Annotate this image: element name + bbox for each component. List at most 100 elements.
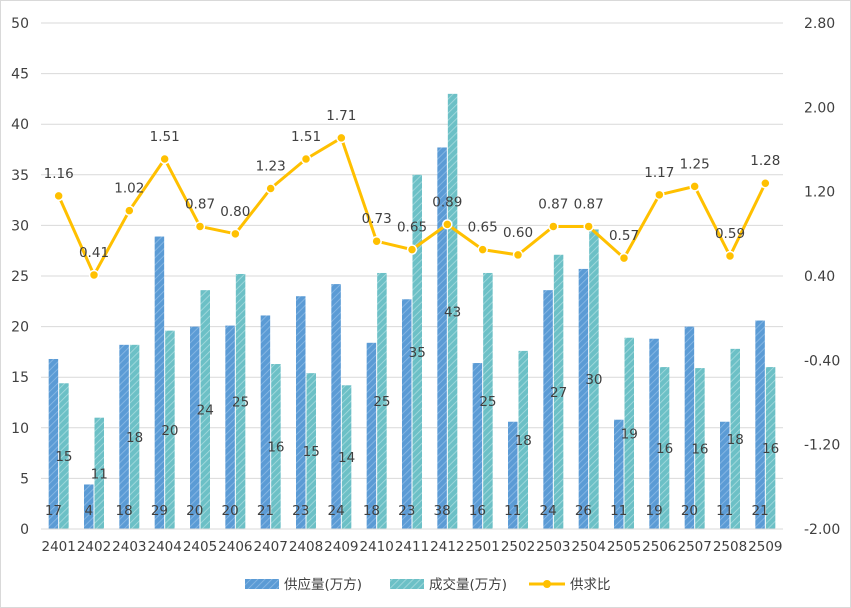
deal-bar-label: 24 bbox=[197, 403, 214, 419]
right-tick-label: -2.00 bbox=[804, 522, 840, 538]
ratio-label: 1.17 bbox=[644, 165, 674, 181]
deal-bar bbox=[447, 93, 458, 529]
bar-labels: 17 15 4 11 18 18 29 20 20 24 20 25 21 16 23 15 24 14 18 25 2… bbox=[45, 304, 779, 519]
x-tick-label: 2508 bbox=[713, 539, 747, 555]
deal-bar bbox=[553, 254, 564, 530]
supply-bar bbox=[48, 358, 59, 529]
deal-bar-label: 18 bbox=[515, 433, 532, 449]
deal-bar bbox=[589, 229, 599, 529]
x-tick-label: 2409 bbox=[324, 539, 358, 555]
left-tick-label: 5 bbox=[20, 471, 29, 487]
ratio-point bbox=[124, 205, 135, 216]
x-tick-label: 2401 bbox=[41, 539, 75, 555]
deal-bar bbox=[59, 383, 69, 529]
deal-bar bbox=[94, 417, 104, 529]
deal-bar bbox=[200, 290, 210, 529]
deal-bar bbox=[659, 367, 670, 529]
supply-bar bbox=[296, 296, 306, 529]
x-tick-label: 2503 bbox=[536, 539, 570, 555]
ratio-line: 1.16 0.41 1.02 1.51 0.87 0.80 1.23 1.51 1.71 0.73… bbox=[44, 108, 780, 281]
supply-bar bbox=[84, 484, 94, 529]
deal-bar-label: 20 bbox=[161, 423, 178, 439]
left-tick-label: 30 bbox=[11, 218, 29, 234]
x-tick-label: 2504 bbox=[571, 539, 605, 555]
supply-bar bbox=[437, 147, 447, 529]
ratio-label: 1.51 bbox=[150, 129, 180, 145]
ratio-point bbox=[159, 153, 170, 165]
deal-bar-label: 25 bbox=[232, 394, 249, 410]
deal-bar-label: 14 bbox=[338, 450, 355, 466]
ratio-point bbox=[406, 244, 418, 255]
supply-bar-label: 20 bbox=[681, 503, 698, 519]
right-tick-label: 0.40 bbox=[804, 269, 835, 285]
ratio-label: 0.89 bbox=[432, 194, 462, 210]
ratio-point bbox=[689, 181, 700, 192]
ratio-label: 1.51 bbox=[291, 129, 321, 145]
deal-bar-label: 30 bbox=[585, 372, 602, 388]
supply-bar bbox=[402, 299, 412, 529]
legend-swatch-supply bbox=[245, 579, 279, 589]
supply-bar bbox=[119, 344, 129, 529]
legend-swatch-deal bbox=[390, 579, 424, 589]
ratio-label: 0.87 bbox=[185, 196, 215, 212]
supply-bar-label: 29 bbox=[151, 503, 168, 519]
ratio-label: 1.28 bbox=[750, 153, 780, 169]
ratio-point bbox=[53, 190, 64, 202]
ratio-label: 1.71 bbox=[326, 108, 356, 124]
right-tick-label: -1.20 bbox=[804, 438, 840, 454]
x-tick-label: 2403 bbox=[112, 539, 146, 555]
ratio-point bbox=[618, 252, 630, 264]
supply-bar-label: 19 bbox=[645, 503, 662, 519]
deal-bar bbox=[306, 373, 316, 529]
x-tick-label: 2408 bbox=[289, 539, 323, 555]
left-tick-label: 50 bbox=[11, 16, 29, 32]
supply-bar bbox=[154, 236, 165, 530]
supply-bar-label: 38 bbox=[433, 503, 450, 519]
supply-bar-label: 18 bbox=[115, 503, 132, 519]
deal-bar bbox=[765, 367, 776, 529]
supply-bar bbox=[578, 268, 589, 529]
deal-bar bbox=[235, 273, 246, 529]
x-tick-label: 2506 bbox=[642, 539, 676, 555]
ratio-point bbox=[583, 221, 594, 232]
ratio-point bbox=[371, 235, 382, 247]
ratio-label: 0.65 bbox=[468, 220, 498, 236]
ratio-point bbox=[760, 177, 771, 189]
x-axis: 2401 2402 2403 2404 2405 2406 2407 2408 2409 2410… bbox=[41, 528, 783, 555]
x-tick-label: 2407 bbox=[253, 539, 287, 555]
ratio-label: 1.23 bbox=[256, 159, 286, 175]
ratio-label: 0.41 bbox=[79, 245, 109, 261]
bars bbox=[48, 93, 776, 530]
ratio-point bbox=[654, 189, 665, 201]
left-y-axis: 0 5 10 15 20 25 30 35 40 45 50 bbox=[11, 16, 29, 538]
supply-bar bbox=[543, 290, 553, 529]
x-tick-label: 2402 bbox=[77, 539, 111, 555]
x-tick-label: 2509 bbox=[748, 539, 782, 555]
ratio-point bbox=[336, 132, 347, 144]
supply-bar bbox=[190, 326, 200, 529]
ratio-point bbox=[194, 221, 206, 232]
ratio-point bbox=[548, 221, 559, 232]
deal-bar bbox=[129, 344, 140, 529]
ratio-point bbox=[512, 249, 524, 261]
ratio-point bbox=[477, 244, 488, 255]
supply-bar-label: 26 bbox=[575, 503, 592, 519]
left-tick-label: 40 bbox=[11, 117, 29, 133]
supply-bar-label: 21 bbox=[751, 503, 768, 519]
deal-bar-label: 16 bbox=[762, 441, 779, 457]
deal-bar-label: 16 bbox=[691, 442, 708, 458]
legend-marker-ratio bbox=[543, 580, 551, 588]
supply-bar bbox=[331, 284, 341, 529]
ratio-point bbox=[442, 219, 453, 230]
left-tick-label: 15 bbox=[11, 370, 29, 386]
supply-bar-label: 24 bbox=[539, 503, 556, 519]
deal-bar bbox=[518, 350, 528, 529]
deal-bar bbox=[483, 272, 493, 529]
supply-bar-label: 17 bbox=[45, 503, 62, 519]
deal-bar-label: 25 bbox=[373, 394, 390, 410]
ratio-point bbox=[230, 228, 241, 240]
right-tick-label: 1.20 bbox=[804, 185, 835, 201]
ratio-label: 0.57 bbox=[609, 228, 639, 244]
deal-bar-label: 15 bbox=[55, 449, 72, 465]
deal-bar bbox=[624, 337, 634, 529]
